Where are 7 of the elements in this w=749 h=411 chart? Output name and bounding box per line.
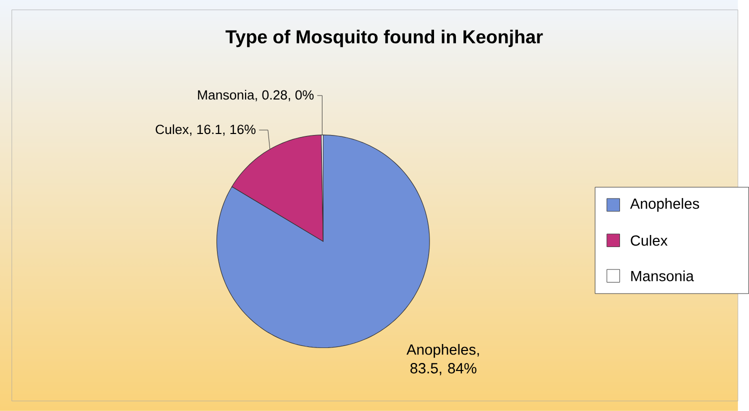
data-label: Culex, 16.1, 16% <box>156 124 256 136</box>
legend-label: Anopheles <box>630 198 700 212</box>
legend-label: Mansonia <box>631 270 694 282</box>
data-label: Anopheles, 83.5, 84% <box>406 344 479 376</box>
data-label: Mansonia, 0.28, 0% <box>198 90 314 102</box>
chart-title: Type of Mosquito found in Keonjhar <box>226 30 543 48</box>
legend-label: Culex <box>630 235 668 246</box>
